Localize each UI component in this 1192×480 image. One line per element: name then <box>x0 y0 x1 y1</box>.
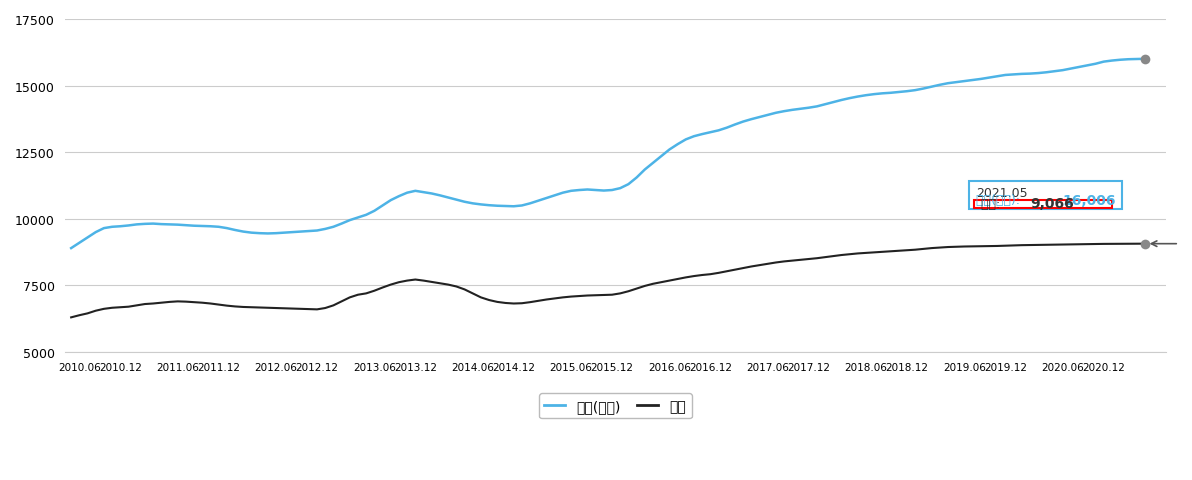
FancyBboxPatch shape <box>974 200 1112 208</box>
Text: 全国(百城):: 全国(百城): <box>976 193 1024 206</box>
Text: 2021.05: 2021.05 <box>976 187 1028 200</box>
FancyBboxPatch shape <box>969 182 1122 210</box>
Text: 兰州:: 兰州: <box>981 197 1005 210</box>
Legend: 全国(百城), 兰州: 全国(百城), 兰州 <box>539 394 691 419</box>
Text: 9,066: 9,066 <box>1030 197 1074 211</box>
Text: 16,006: 16,006 <box>1063 193 1116 207</box>
